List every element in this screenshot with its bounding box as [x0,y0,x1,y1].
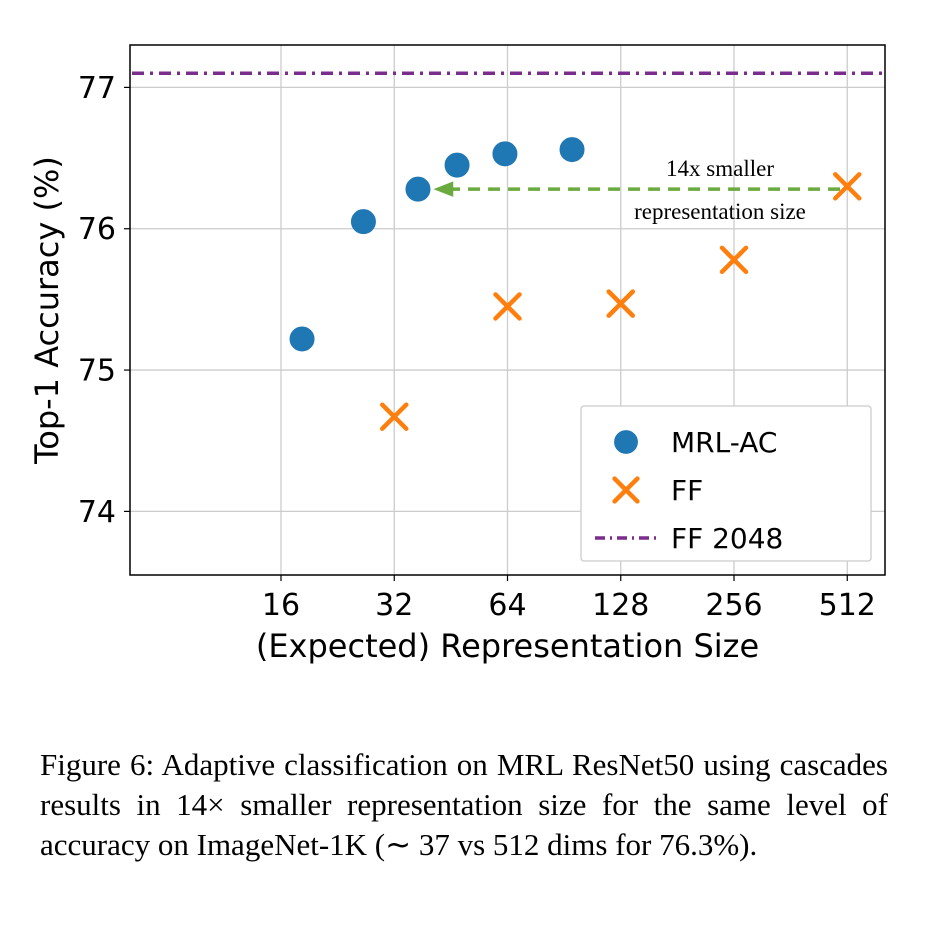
x-tick-label: 256 [705,588,762,623]
legend-label: MRL-AC [671,426,777,459]
figure-caption: Figure 6: Adaptive classification on MRL… [40,745,888,865]
legend-label: FF [671,474,703,507]
x-tick-label: 128 [592,588,649,623]
x-tick-label: 32 [375,588,413,623]
legend-label: FF 2048 [671,522,783,555]
figure-wrap: 14x smaller representation size 16 32 64 128 2… [0,0,928,936]
y-tick-label: 77 [78,71,116,106]
y-tick-label: 76 [78,212,116,247]
y-tick-label: 75 [78,354,116,389]
x-tick-label: 16 [262,588,300,623]
y-tick-label: 74 [78,495,116,530]
x-tick-label: 64 [488,588,526,623]
legend: MRL-AC FF FF 2048 [581,406,871,561]
y-axis-label: Top-1 Accuracy (%) [28,156,66,465]
annotation-label-line2: representation size [634,199,806,224]
x-axis-label: (Expected) Representation Size [256,627,759,665]
annotation-label-line1: 14x smaller [666,156,774,181]
x-tick-label: 512 [819,588,876,623]
